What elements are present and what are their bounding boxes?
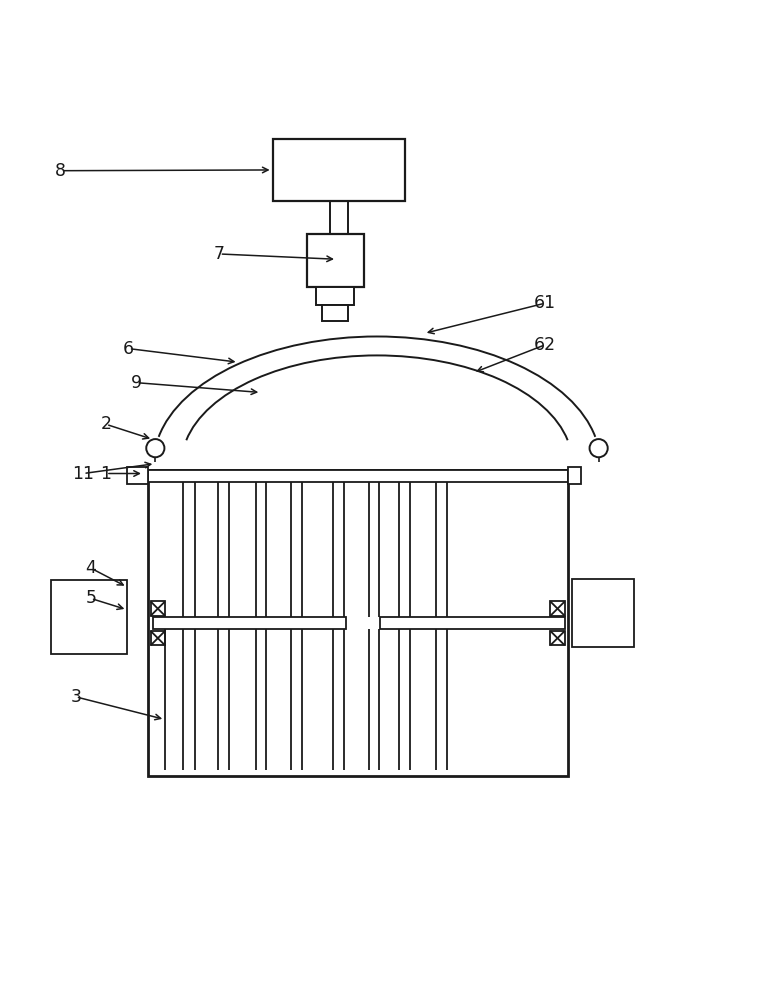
Bar — [148, 470, 568, 776]
Text: 3: 3 — [70, 688, 81, 706]
Bar — [550, 601, 565, 616]
Bar — [316, 287, 354, 305]
Bar — [380, 617, 565, 629]
Text: 4: 4 — [86, 559, 96, 577]
Bar — [127, 467, 148, 484]
Bar — [148, 470, 568, 482]
Text: 9: 9 — [131, 374, 142, 392]
Bar — [151, 601, 165, 616]
Text: 7: 7 — [214, 245, 225, 263]
Bar — [151, 631, 165, 645]
Bar — [273, 139, 405, 201]
Bar — [153, 617, 346, 629]
Text: 11: 11 — [72, 465, 95, 483]
Text: 1: 1 — [101, 465, 111, 483]
Text: 62: 62 — [534, 336, 556, 354]
Text: 2: 2 — [101, 415, 111, 433]
Bar — [51, 580, 127, 654]
Text: 61: 61 — [534, 294, 556, 312]
Bar — [307, 234, 364, 287]
Bar — [572, 579, 634, 647]
Bar — [568, 467, 581, 484]
Bar — [322, 305, 348, 321]
Bar — [550, 631, 565, 645]
Text: 6: 6 — [123, 340, 134, 358]
Text: 5: 5 — [86, 589, 96, 607]
Text: 8: 8 — [55, 162, 66, 180]
